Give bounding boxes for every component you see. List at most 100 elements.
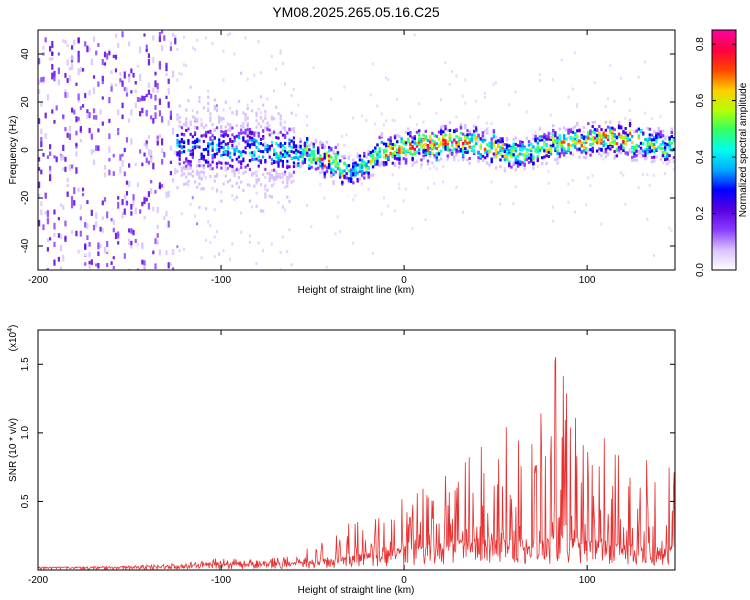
spectrogram-cell bbox=[255, 139, 258, 143]
spectrogram-cell bbox=[178, 104, 181, 108]
spectrogram-cell bbox=[193, 47, 196, 51]
spectrogram-cell bbox=[211, 167, 214, 171]
spectrogram-cell bbox=[378, 150, 381, 154]
spectrogram-cell bbox=[470, 135, 474, 139]
spectrogram-cell bbox=[145, 140, 148, 146]
spectrogram-cell bbox=[420, 158, 423, 162]
spectrogram-cell bbox=[650, 142, 654, 146]
spectrogram-cell bbox=[101, 58, 104, 66]
spectrogram-cell bbox=[402, 157, 406, 161]
spectrogram-cell bbox=[154, 263, 157, 269]
spectrogram-cell bbox=[275, 176, 278, 180]
spectrogram-cell bbox=[505, 171, 509, 175]
spectrogram-cell bbox=[354, 167, 357, 171]
spectrogram-cell bbox=[286, 195, 289, 199]
spectrogram-cell bbox=[490, 137, 493, 141]
spectrogram-cell bbox=[101, 228, 104, 233]
spectrogram-cell bbox=[439, 125, 443, 129]
spectrogram-cell bbox=[273, 153, 276, 157]
spectrogram-cell bbox=[321, 143, 324, 147]
spectrogram-cell bbox=[637, 151, 641, 155]
spectrogram-cell bbox=[215, 109, 219, 113]
spectrogram-cell bbox=[400, 146, 403, 150]
spectrogram-cell bbox=[646, 161, 649, 165]
spectrogram-cell bbox=[264, 148, 267, 152]
spectrogram-cell bbox=[279, 49, 282, 53]
spectrogram-cell bbox=[593, 136, 597, 140]
spectrogram-cell bbox=[587, 131, 590, 135]
spectrogram-cell bbox=[341, 180, 344, 184]
spectrogram-cell bbox=[604, 150, 608, 154]
spectrogram-cell bbox=[628, 97, 631, 101]
spectrogram-cell bbox=[191, 170, 194, 174]
spectrogram-cell bbox=[442, 157, 445, 161]
spectrogram-cell bbox=[334, 159, 337, 163]
spectrogram-cell bbox=[360, 114, 363, 118]
spectrogram-cell bbox=[499, 168, 502, 172]
spectrogram-cell bbox=[158, 35, 162, 43]
spectrogram-cell bbox=[185, 159, 188, 163]
spectrogram-cell bbox=[499, 152, 502, 156]
spectrogram-cell bbox=[435, 152, 438, 156]
spectrogram-cell bbox=[68, 164, 71, 171]
spectrogram-cell bbox=[163, 35, 166, 41]
spectrogram-cell bbox=[79, 126, 82, 132]
spectrogram-cell bbox=[514, 185, 517, 189]
spectrogram-cell bbox=[457, 138, 460, 142]
spectrogram-cell bbox=[156, 140, 159, 146]
spectrogram-cell bbox=[374, 146, 377, 150]
spectrogram-cell bbox=[551, 205, 554, 209]
spectrogram-cell bbox=[420, 165, 423, 169]
spectrogram-cell bbox=[128, 41, 131, 47]
spectrogram-cell bbox=[578, 155, 581, 159]
spectrogram-cell bbox=[488, 144, 491, 148]
spectrogram-cell bbox=[371, 149, 375, 153]
spectrogram-cell bbox=[547, 154, 550, 158]
spectrogram-cell bbox=[84, 243, 87, 251]
spectrogram-cell bbox=[44, 211, 47, 215]
spectrogram-cell bbox=[187, 159, 190, 163]
spectrogram-cell bbox=[244, 36, 247, 40]
spectrogram-cell bbox=[86, 45, 89, 53]
spectrogram-cell bbox=[196, 38, 199, 42]
spectrogram-cell bbox=[554, 141, 557, 145]
spectrogram-cell bbox=[75, 130, 78, 136]
spectrogram-cell bbox=[666, 165, 669, 169]
spectrogram-cell bbox=[584, 153, 587, 157]
spectrogram-cell bbox=[235, 181, 238, 185]
spectrogram-cell bbox=[393, 163, 397, 167]
spectrogram-cell bbox=[220, 145, 223, 149]
spectrogram-cell bbox=[633, 152, 636, 156]
spectrogram-cell bbox=[466, 135, 469, 139]
spectrogram-cell bbox=[593, 80, 596, 84]
spectrogram-cell bbox=[68, 75, 71, 81]
spectrogram-cell bbox=[176, 152, 179, 156]
spectrogram-cell bbox=[459, 137, 463, 141]
spectrogram-cell bbox=[481, 154, 485, 158]
spectrogram-cell bbox=[64, 220, 67, 227]
spectrogram-cell bbox=[178, 249, 181, 253]
spectrogram-cell bbox=[481, 169, 485, 173]
spectrogram-cell bbox=[248, 145, 252, 149]
spectrogram-cell bbox=[147, 149, 151, 156]
spectrogram-cell bbox=[642, 149, 645, 153]
spectrogram-cell bbox=[218, 115, 221, 119]
spectrogram-cell bbox=[323, 164, 326, 168]
spectrogram-cell bbox=[385, 161, 388, 165]
spectrogram-cell bbox=[354, 161, 357, 165]
spectrogram-cell bbox=[251, 172, 254, 176]
spectrogram-cell bbox=[450, 144, 454, 148]
spectrogram-cell bbox=[38, 219, 41, 227]
spectrogram-cell bbox=[503, 154, 507, 158]
spectrogram-cell bbox=[215, 172, 219, 176]
spectrogram-cell bbox=[51, 57, 54, 61]
spectrogram-cell bbox=[178, 157, 181, 161]
spectrogram-cell bbox=[633, 158, 636, 162]
spectrogram-cell bbox=[534, 168, 537, 172]
spectrogram-cell bbox=[483, 156, 487, 160]
spectrogram-cell bbox=[580, 144, 583, 148]
spectrogram-cell bbox=[338, 230, 341, 234]
spectrogram-cell bbox=[453, 138, 456, 142]
spectrogram-cell bbox=[158, 32, 162, 38]
spectrogram-cell bbox=[174, 150, 177, 155]
